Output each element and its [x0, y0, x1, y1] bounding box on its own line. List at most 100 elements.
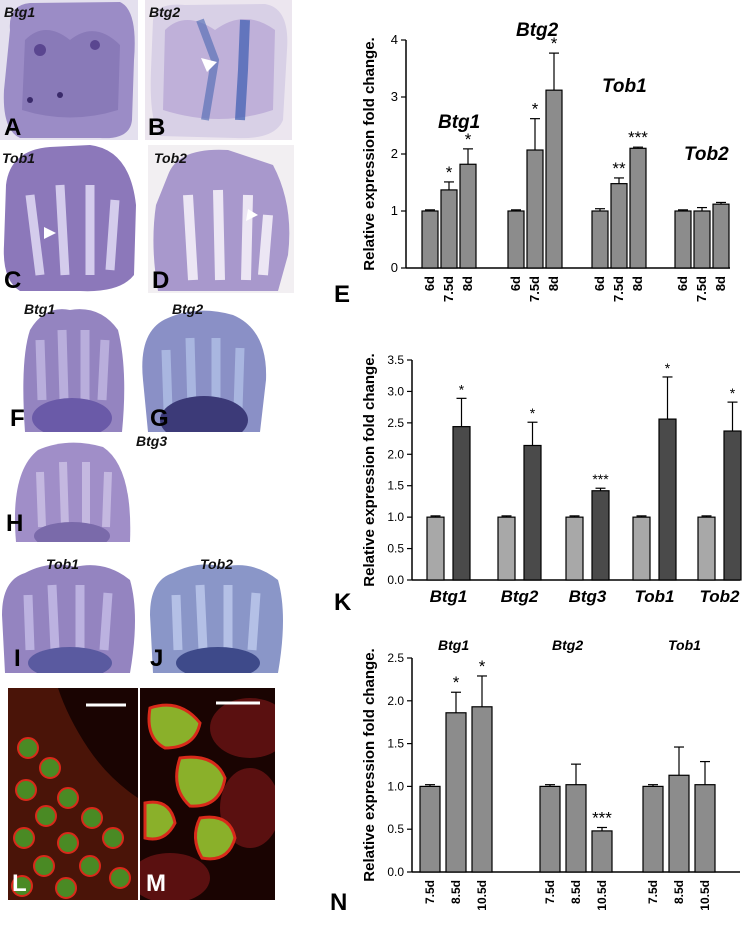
significance-marker: * [530, 405, 536, 421]
y-tick-label: 3.5 [387, 353, 404, 367]
group-label: Btg1 [438, 637, 469, 653]
y-tick-label: 2.0 [387, 694, 404, 708]
x-tick-label: 7.5d [527, 276, 542, 302]
y-tick-label: 2.5 [387, 651, 404, 665]
bar [526, 149, 544, 269]
panel-f-label: F [10, 405, 25, 432]
significance-marker: * [465, 130, 472, 149]
x-tick-label: Tob1 [635, 587, 675, 606]
group-label: Btg2 [552, 637, 583, 653]
x-tick-label: 10.5d [595, 880, 609, 911]
bar [440, 189, 458, 269]
group-label: Tob1 [668, 637, 701, 653]
y-tick-label: 1.5 [387, 479, 404, 493]
bar [591, 210, 609, 269]
x-tick-label: 8.5d [672, 880, 686, 904]
bar [697, 516, 716, 581]
bar [539, 785, 561, 873]
significance-marker: * [551, 34, 558, 53]
x-tick-label: 6d [675, 276, 690, 291]
x-tick-label: 10.5d [698, 880, 712, 911]
panel-j-photo [148, 555, 288, 673]
bar [445, 712, 467, 873]
bar [545, 89, 563, 269]
panel-g-photo [138, 300, 272, 432]
y-tick-label: 0 [391, 260, 398, 275]
panel-h-photo [8, 432, 136, 542]
bar [674, 210, 692, 269]
panel-label: E [334, 281, 350, 308]
bar [591, 830, 613, 873]
x-tick-label: 7.5d [441, 276, 456, 302]
panel-c-label: C [4, 267, 22, 294]
x-tick-label: 8.5d [449, 880, 463, 904]
significance-marker: *** [592, 808, 612, 827]
x-tick-label: 8d [630, 276, 645, 291]
y-tick-label: 1.5 [387, 737, 404, 751]
y-tick-label: 2.5 [387, 416, 404, 430]
significance-marker: ** [612, 159, 626, 178]
panel-i-gene-label: Tob1 [46, 556, 79, 572]
significance-marker: *** [592, 471, 609, 487]
x-tick-label: 8d [460, 276, 475, 291]
y-tick-label: 1.0 [387, 779, 404, 793]
significance-marker: * [730, 385, 736, 401]
x-tick-label: 6d [422, 276, 437, 291]
panel-a-photo [0, 0, 138, 140]
y-tick-label: 1 [391, 203, 398, 218]
bar [507, 210, 525, 269]
bar [632, 516, 651, 581]
panel-i-label: I [14, 645, 21, 672]
y-axis-title: Relative expression fold change. [361, 37, 378, 270]
panel-j-label: J [150, 645, 164, 672]
x-tick-label: 7.5d [423, 880, 437, 904]
significance-marker: * [665, 360, 671, 376]
x-tick-label: 8d [713, 276, 728, 291]
y-axis-title: Relative expression fold change. [361, 353, 378, 586]
bar [723, 430, 742, 581]
group-label: Btg2 [516, 20, 559, 41]
bar [658, 418, 677, 581]
bar [591, 490, 610, 581]
x-tick-label: 8.5d [569, 880, 583, 904]
bar [459, 163, 477, 269]
bar [565, 784, 587, 873]
panel-m-label: M [146, 870, 166, 897]
y-tick-label: 0.0 [387, 865, 404, 879]
bar [610, 183, 628, 269]
x-tick-label: Btg3 [569, 587, 607, 606]
x-tick-label: Btg2 [501, 587, 539, 606]
panel-l-label: L [12, 870, 27, 897]
panel-g-gene-label: Btg2 [172, 301, 204, 317]
bar [694, 784, 716, 873]
panel-label: N [330, 889, 347, 916]
group-label: Tob2 [684, 144, 729, 165]
x-tick-label: 7.5d [694, 276, 709, 302]
y-tick-label: 2.0 [387, 447, 404, 461]
bar [419, 785, 441, 873]
bar [497, 516, 516, 581]
panel-c-photo [0, 145, 142, 293]
x-tick-label: 6d [592, 276, 607, 291]
significance-marker: * [479, 657, 486, 676]
bar [668, 774, 690, 873]
bar [523, 444, 542, 581]
y-tick-label: 0.5 [387, 822, 404, 836]
y-tick-label: 3.0 [387, 384, 404, 398]
bar [693, 210, 711, 269]
x-tick-label: 8d [546, 276, 561, 291]
bar [712, 203, 730, 269]
panel-c-gene-label: Tob1 [2, 150, 35, 166]
significance-marker: *** [628, 128, 648, 147]
significance-marker: * [532, 100, 539, 119]
panel-f-gene-label: Btg1 [24, 301, 56, 317]
y-axis-title: Relative expression fold change. [361, 648, 378, 881]
y-tick-label: 0.0 [387, 573, 404, 587]
panel-b-photo [145, 0, 292, 140]
panel-label: K [334, 589, 352, 616]
panel-b-gene-label: Btg2 [149, 4, 181, 20]
y-tick-label: 0.5 [387, 542, 404, 556]
y-tick-label: 3 [391, 89, 398, 104]
significance-marker: * [446, 163, 453, 182]
y-tick-label: 4 [391, 32, 398, 47]
